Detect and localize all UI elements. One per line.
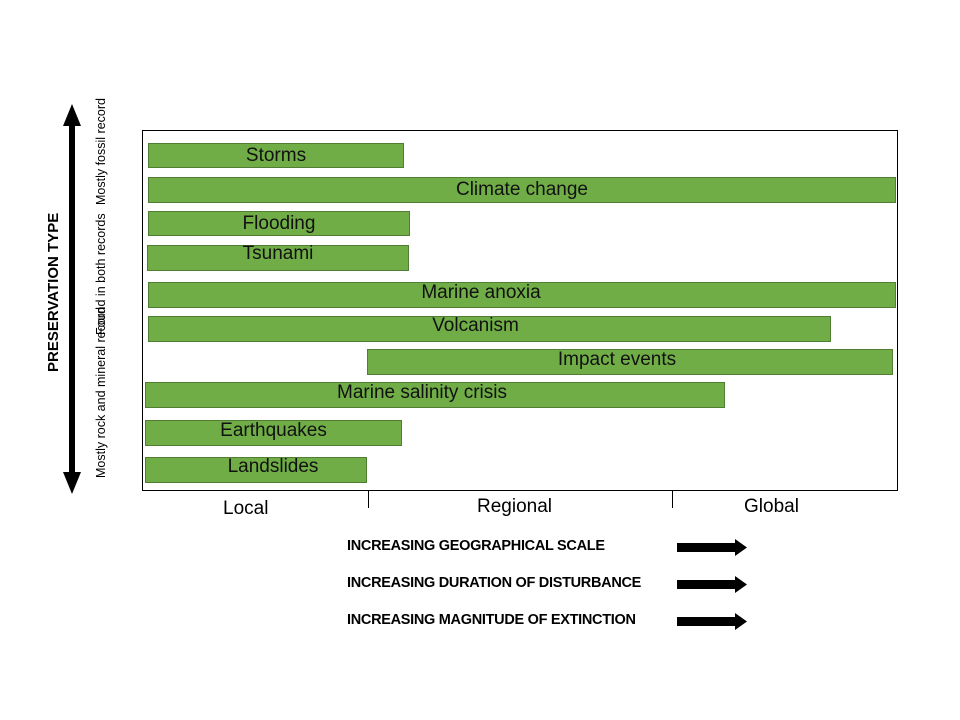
- y-axis-title: PRESERVATION TYPE: [45, 212, 62, 372]
- legend-duration-of-disturbance: INCREASING DURATION OF DISTURBANCE: [347, 575, 642, 591]
- x-label-local: Local: [223, 498, 269, 519]
- bar-storms: Storms: [148, 143, 404, 168]
- y-group-bottom: Mostly rock and mineral record: [94, 307, 108, 478]
- bar-climate-change: Climate change: [148, 177, 896, 203]
- bar-earthquakes: Earthquakes: [145, 420, 402, 446]
- tick-divider: [368, 491, 369, 508]
- x-label-regional: Regional: [477, 496, 552, 517]
- arrow-right-icon: [677, 613, 747, 630]
- x-label-global: Global: [744, 496, 799, 517]
- arrow-right-icon: [677, 539, 747, 556]
- bar-impact-events: Impact events: [367, 349, 893, 375]
- legend-geographical-scale: INCREASING GEOGRAPHICAL SCALE: [347, 538, 605, 554]
- bar-marine-salinity-crisis: Marine salinity crisis: [145, 382, 725, 408]
- bar-landslides: Landslides: [145, 456, 367, 483]
- arrow-right-icon: [677, 576, 747, 593]
- tick-divider: [672, 491, 673, 508]
- legend-magnitude-of-extinction: INCREASING MAGNITUDE OF EXTINCTION: [347, 612, 636, 628]
- bar-flooding: Flooding: [148, 211, 410, 236]
- bar-marine-anoxia: Marine anoxia: [148, 282, 896, 308]
- bar-tsunami: Tsunami: [147, 243, 409, 271]
- double-arrow-icon: [63, 104, 81, 494]
- chart-frame: [142, 130, 898, 491]
- bar-volcanism: Volcanism: [148, 315, 831, 342]
- y-group-top: Mostly fossil record: [94, 98, 108, 205]
